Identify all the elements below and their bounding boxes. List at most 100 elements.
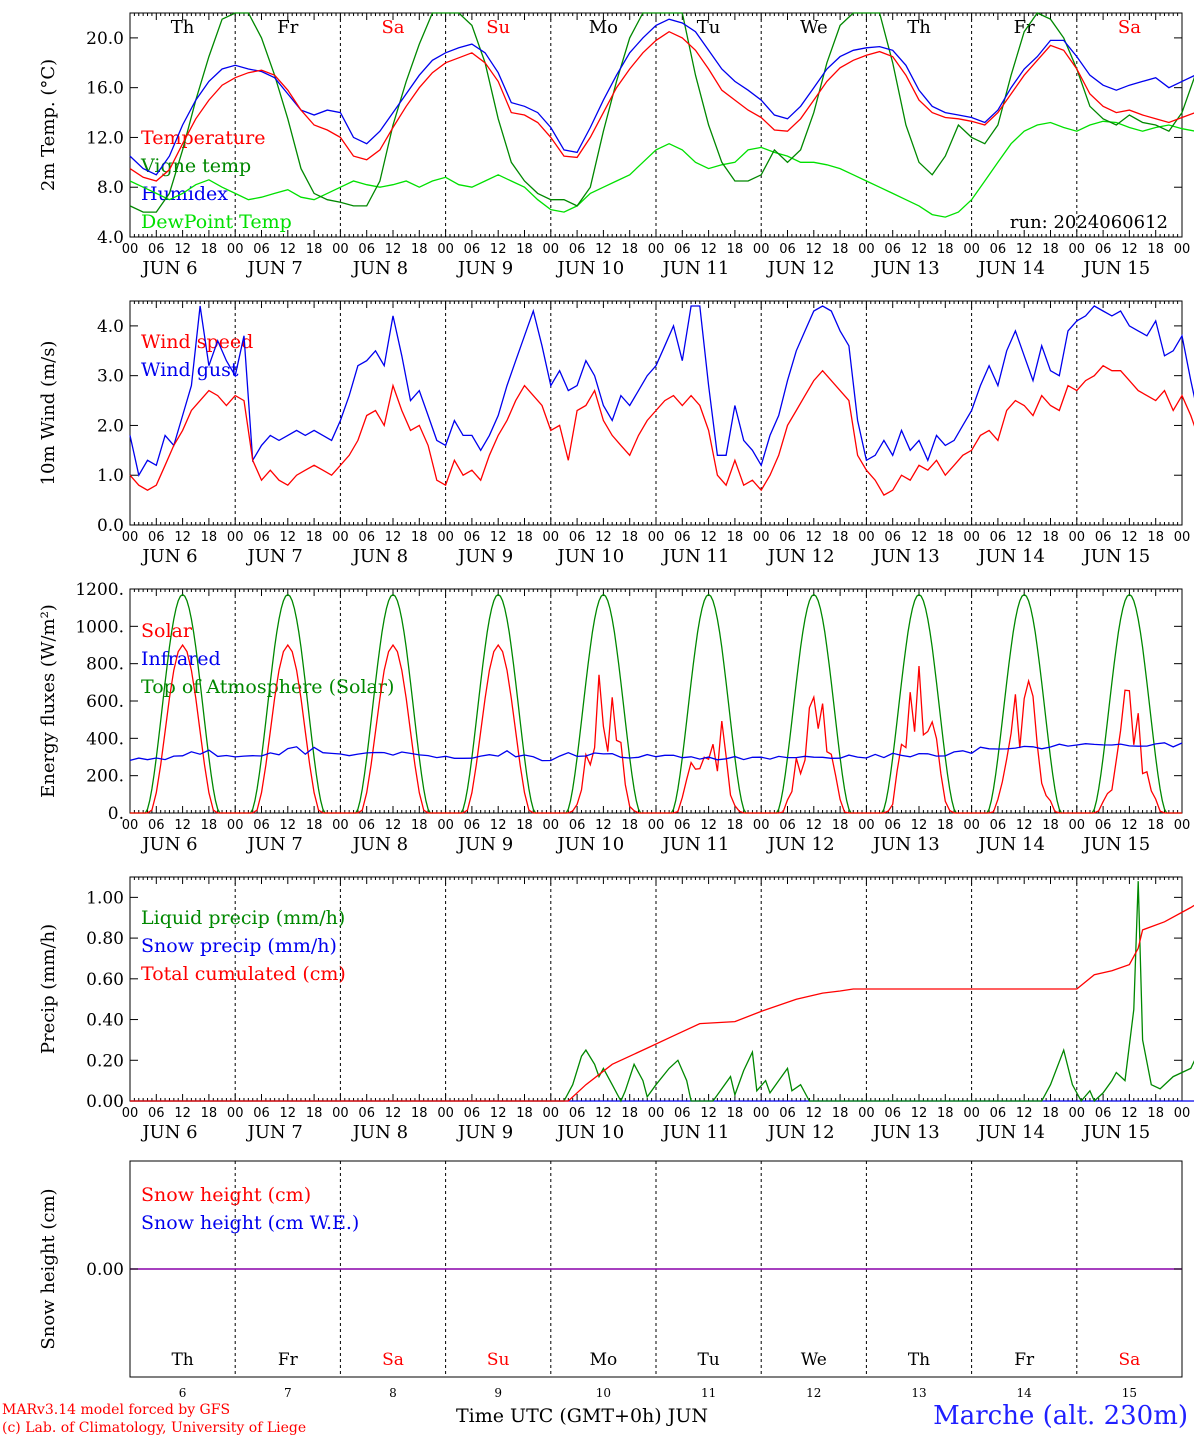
hour-tick-label: 06 — [990, 818, 1007, 833]
y-tick-label: 3.0 — [97, 367, 124, 387]
hour-tick-label: 12 — [911, 818, 928, 833]
lab-credit: (c) Lab. of Climatology, University of L… — [2, 1420, 307, 1436]
hour-tick-label: 18 — [516, 818, 533, 833]
day-label: JUN 14 — [976, 1122, 1045, 1143]
hour-tick-label: 06 — [884, 818, 901, 833]
hour-tick-label: 00 — [648, 818, 665, 833]
hour-tick-label: 18 — [727, 242, 744, 257]
hour-tick-label: 12 — [280, 530, 297, 545]
hour-tick-label: 18 — [411, 530, 428, 545]
day-name-label: Fr — [278, 1350, 299, 1370]
y-tick-label: 0.60 — [86, 970, 124, 990]
hour-tick-label: 00 — [332, 818, 349, 833]
day-label: JUN 6 — [140, 834, 197, 855]
weekday-label: Sa — [1118, 17, 1141, 38]
hour-tick-label: 12 — [700, 242, 717, 257]
hour-tick-label: 06 — [148, 242, 165, 257]
day-name-label: We — [801, 1350, 827, 1370]
hour-tick-label: 06 — [253, 530, 270, 545]
y-tick-label: 0.80 — [86, 929, 124, 949]
day-name-label: Su — [487, 1350, 510, 1370]
hour-tick-label: 00 — [963, 530, 980, 545]
series-line-wind-gust — [129, 305, 1194, 477]
hour-tick-label: 12 — [806, 818, 823, 833]
hour-tick-label: 12 — [1121, 818, 1138, 833]
hour-tick-label: 00 — [1174, 530, 1191, 545]
series-line-total-cumulated-cm- — [130, 904, 1194, 1102]
series-line-liquid-precip-mm-h- — [130, 881, 1194, 1103]
hour-tick-label: 12 — [1016, 1106, 1033, 1121]
day-label: JUN 6 — [140, 1122, 197, 1143]
day-label: JUN 8 — [351, 1122, 408, 1143]
day-label: JUN 14 — [976, 546, 1045, 567]
hour-tick-label: 12 — [806, 1106, 823, 1121]
y-tick-label: 0. — [108, 804, 124, 824]
series-line-solar — [130, 643, 1182, 814]
hour-tick-label: 18 — [832, 530, 849, 545]
y-axis-label: Snow height (cm) — [38, 1188, 59, 1349]
hour-tick-label: 18 — [411, 1106, 428, 1121]
hour-tick-label: 06 — [464, 818, 481, 833]
hour-tick-label: 00 — [227, 530, 244, 545]
day-label: JUN 12 — [766, 258, 835, 279]
hour-tick-label: 06 — [358, 818, 375, 833]
hour-tick-label: 06 — [358, 242, 375, 257]
hour-tick-label: 18 — [1042, 242, 1059, 257]
hour-tick-label: 00 — [963, 818, 980, 833]
hour-tick-label: 18 — [1147, 818, 1164, 833]
hour-tick-label: 00 — [332, 530, 349, 545]
hour-tick-label: 00 — [753, 1106, 770, 1121]
hour-tick-label: 12 — [595, 530, 612, 545]
hour-tick-label: 00 — [1174, 818, 1191, 833]
hour-tick-label: 06 — [569, 242, 586, 257]
hour-tick-label: 12 — [174, 242, 191, 257]
day-label: JUN 11 — [661, 546, 730, 567]
model-credit: MARv3.14 model forced by GFS — [2, 1402, 231, 1418]
hour-tick-label: 18 — [516, 530, 533, 545]
hour-tick-label: 12 — [385, 818, 402, 833]
day-number-label: 14 — [1017, 1386, 1033, 1400]
weekday-label: Sa — [381, 17, 404, 38]
weekday-label: Su — [486, 17, 510, 38]
legend-entry: Snow precip (mm/h) — [141, 935, 337, 957]
day-number-label: 10 — [596, 1386, 611, 1400]
day-number-label: 11 — [701, 1386, 716, 1400]
hour-tick-label: 00 — [753, 530, 770, 545]
day-name-label: Sa — [382, 1350, 404, 1370]
hour-tick-label: 18 — [1042, 818, 1059, 833]
hour-tick-label: 12 — [700, 818, 717, 833]
hour-tick-label: 18 — [621, 242, 638, 257]
hour-tick-label: 06 — [569, 818, 586, 833]
hour-tick-label: 12 — [174, 530, 191, 545]
y-tick-label: 8.0 — [97, 178, 124, 198]
y-tick-label: 1200. — [75, 580, 124, 600]
hour-tick-label: 00 — [858, 530, 875, 545]
hour-tick-label: 12 — [806, 242, 823, 257]
y-tick-label: 2.0 — [97, 416, 124, 436]
panel-frame — [129, 12, 1183, 238]
hour-tick-label: 00 — [963, 242, 980, 257]
hour-tick-label: 06 — [569, 530, 586, 545]
hour-tick-label: 12 — [490, 818, 507, 833]
hour-tick-label: 12 — [595, 1106, 612, 1121]
hour-tick-label: 12 — [280, 1106, 297, 1121]
hour-tick-label: 12 — [174, 818, 191, 833]
hour-tick-label: 00 — [437, 530, 454, 545]
hour-tick-label: 18 — [937, 1106, 954, 1121]
legend-entry: Top of Atmosphere (Solar) — [141, 676, 394, 698]
hour-tick-label: 06 — [1095, 242, 1112, 257]
day-label: JUN 8 — [351, 546, 408, 567]
hour-tick-label: 18 — [832, 242, 849, 257]
hour-tick-label: 00 — [1174, 242, 1191, 257]
hour-tick-label: 06 — [779, 818, 796, 833]
hour-tick-label: 06 — [884, 1106, 901, 1121]
hour-tick-label: 06 — [674, 242, 691, 257]
hour-tick-label: 12 — [1121, 530, 1138, 545]
y-tick-label: 600. — [86, 692, 124, 712]
day-label: JUN 8 — [351, 834, 408, 855]
weekday-label: Fr — [1014, 17, 1035, 38]
hour-tick-label: 00 — [332, 1106, 349, 1121]
hour-tick-label: 18 — [832, 818, 849, 833]
y-tick-label: 4.0 — [97, 228, 124, 248]
